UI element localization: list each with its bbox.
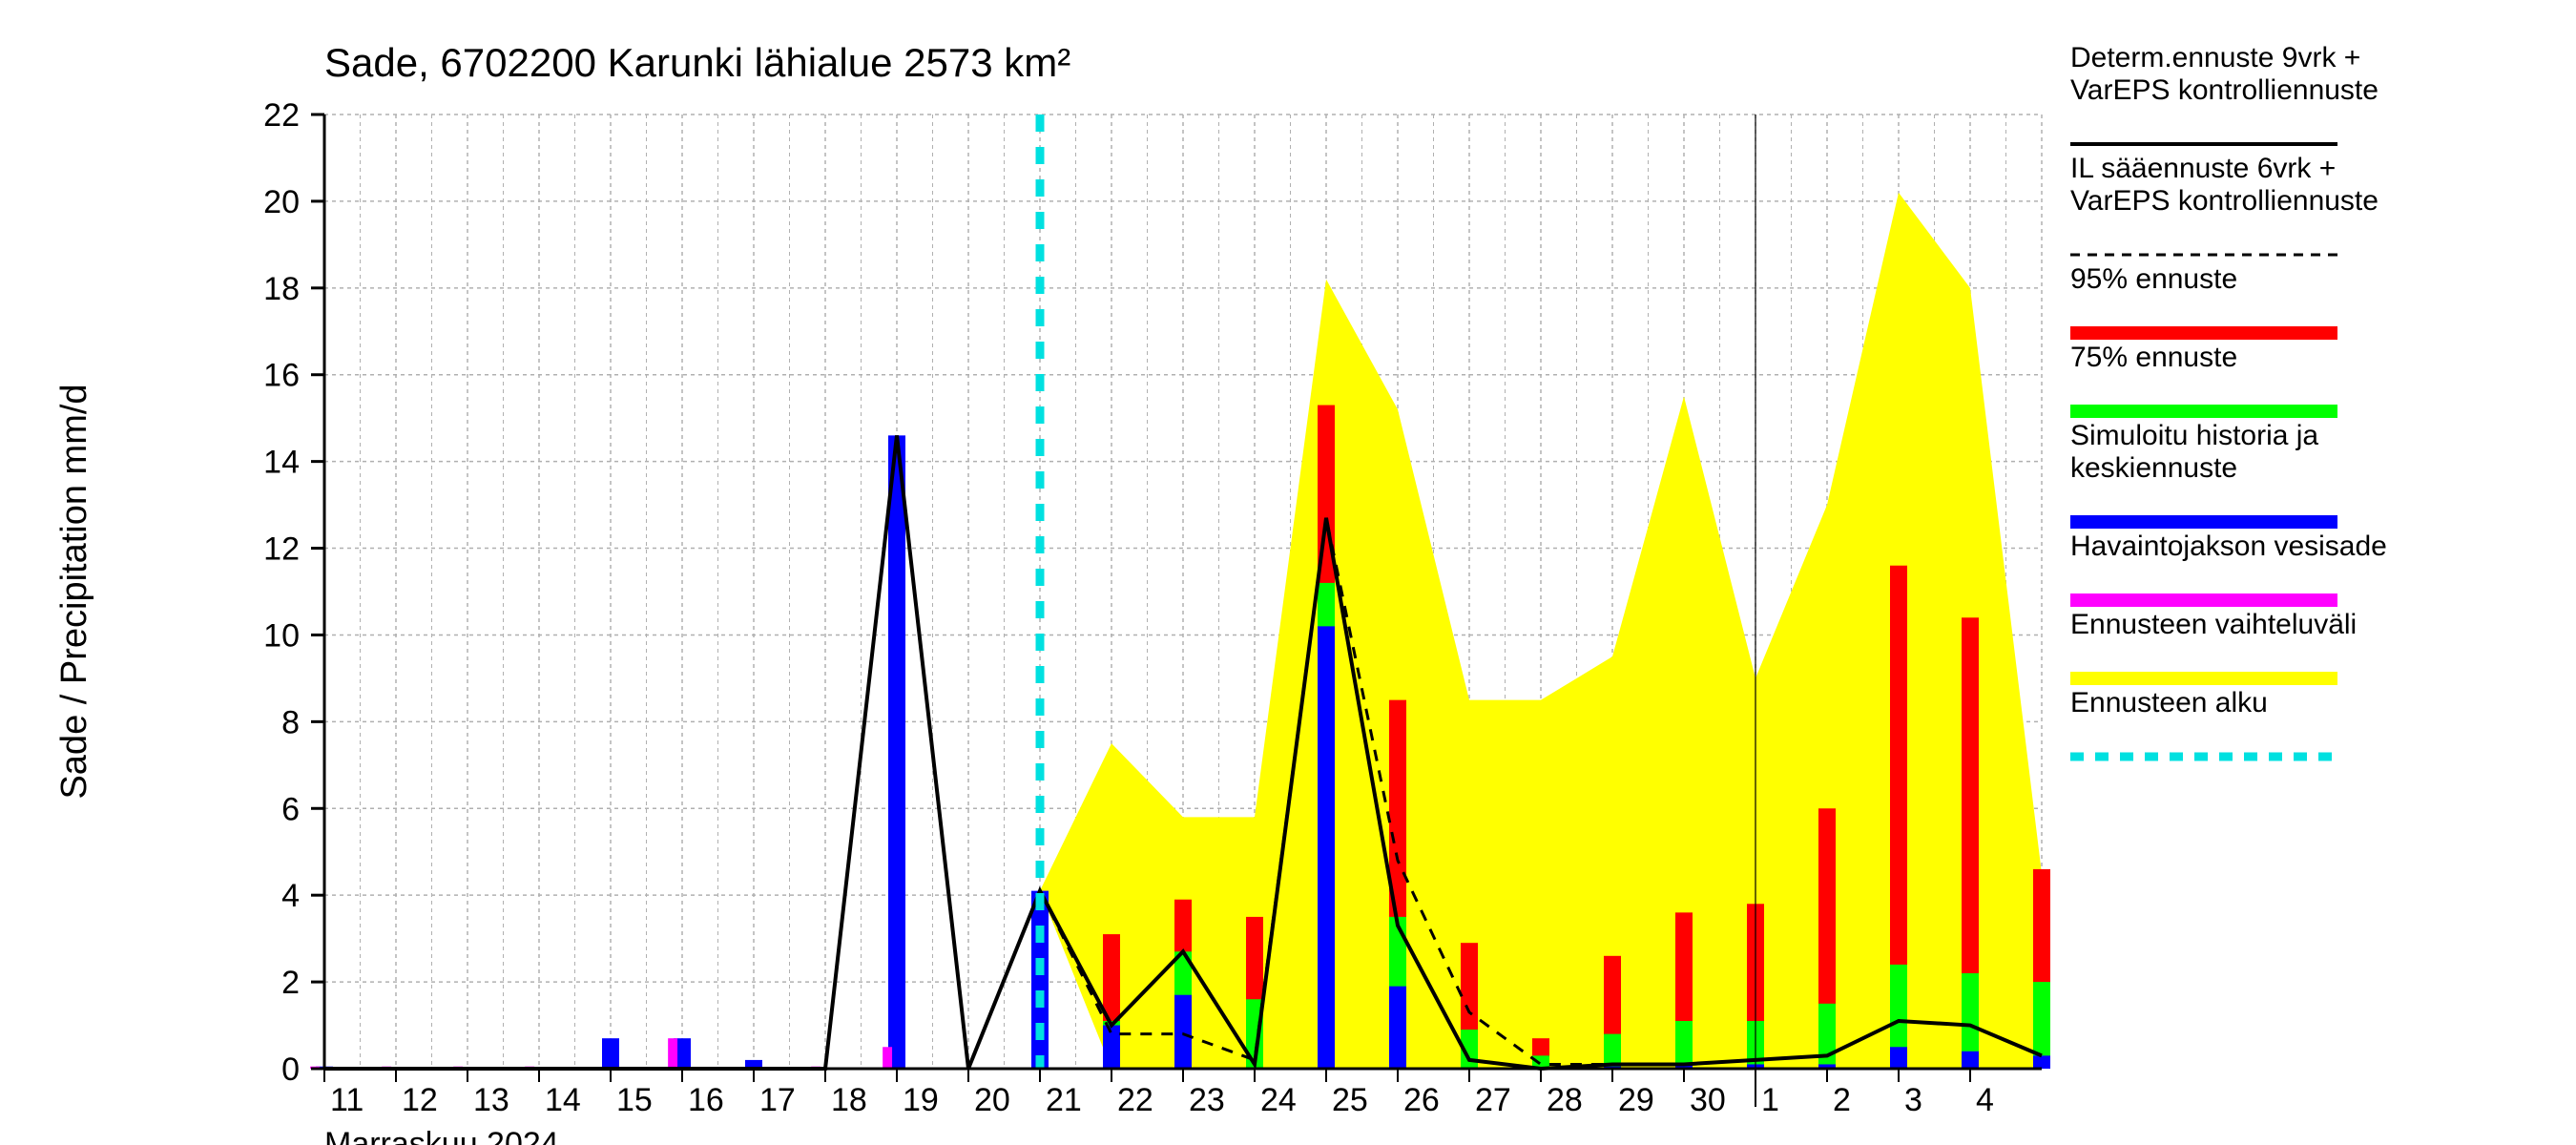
x-tick-label: 16 bbox=[688, 1082, 724, 1118]
y-tick-label: 18 bbox=[263, 271, 300, 307]
legend-label: 75% ennuste bbox=[2070, 342, 2237, 373]
bar bbox=[883, 1047, 892, 1069]
x-tick-label: 22 bbox=[1117, 1082, 1153, 1118]
legend-swatch bbox=[2070, 326, 2337, 340]
legend-swatch bbox=[2070, 405, 2337, 418]
legend-label: Havaintojakson vesisade bbox=[2070, 531, 2387, 562]
y-tick-label: 20 bbox=[263, 184, 300, 220]
y-axis-label: Sade / Precipitation mm/d bbox=[54, 384, 94, 799]
bar bbox=[1675, 1021, 1693, 1069]
legend-label: Simuloitu historia ja bbox=[2070, 420, 2318, 451]
x-tick-label: 17 bbox=[759, 1082, 796, 1118]
bar bbox=[1174, 995, 1192, 1069]
bar bbox=[1890, 1047, 1907, 1069]
y-tick-label: 12 bbox=[263, 531, 300, 568]
bar bbox=[1031, 891, 1049, 1069]
y-tick-label: 0 bbox=[281, 1051, 300, 1088]
x-tick-label: 19 bbox=[903, 1082, 939, 1118]
legend-label: Determ.ennuste 9vrk + bbox=[2070, 42, 2360, 73]
legend-label: Ennusteen alku bbox=[2070, 687, 2268, 718]
bar bbox=[668, 1038, 677, 1069]
legend-label: keskiennuste bbox=[2070, 452, 2237, 484]
y-tick-label: 2 bbox=[281, 965, 300, 1001]
bar bbox=[602, 1038, 619, 1069]
x-tick-label: 18 bbox=[831, 1082, 867, 1118]
y-tick-label: 16 bbox=[263, 358, 300, 394]
x-tick-label: 28 bbox=[1547, 1082, 1583, 1118]
bar bbox=[2033, 1055, 2050, 1069]
x-tick-label: 14 bbox=[545, 1082, 581, 1118]
x-tick-label: 29 bbox=[1618, 1082, 1654, 1118]
legend-label: 95% ennuste bbox=[2070, 263, 2237, 295]
x-tick-label: 20 bbox=[974, 1082, 1010, 1118]
bar bbox=[888, 435, 905, 1069]
legend-label: VarEPS kontrolliennuste bbox=[2070, 185, 2379, 217]
x-tick-label: 12 bbox=[402, 1082, 438, 1118]
month-label-fi: Marraskuu 2024 bbox=[324, 1126, 559, 1145]
precipitation-chart: 0246810121416182022111213141516171819202… bbox=[0, 0, 2576, 1145]
y-tick-label: 6 bbox=[281, 791, 300, 827]
x-tick-label: 15 bbox=[616, 1082, 653, 1118]
y-tick-label: 4 bbox=[281, 878, 300, 914]
x-tick-label: 4 bbox=[1976, 1082, 1994, 1118]
y-tick-label: 10 bbox=[263, 617, 300, 654]
x-tick-label: 13 bbox=[473, 1082, 509, 1118]
x-tick-label: 26 bbox=[1403, 1082, 1440, 1118]
bar bbox=[1318, 626, 1335, 1069]
bar bbox=[1962, 1051, 1979, 1069]
x-tick-label: 3 bbox=[1904, 1082, 1922, 1118]
legend-label: IL sääennuste 6vrk + bbox=[2070, 153, 2336, 184]
y-tick-label: 8 bbox=[281, 704, 300, 740]
legend-swatch bbox=[2070, 672, 2337, 685]
x-tick-label: 1 bbox=[1761, 1082, 1779, 1118]
bar bbox=[1389, 987, 1406, 1069]
y-tick-label: 14 bbox=[263, 445, 300, 481]
x-tick-label: 23 bbox=[1189, 1082, 1225, 1118]
x-tick-label: 24 bbox=[1260, 1082, 1297, 1118]
chart-title: Sade, 6702200 Karunki lähialue 2573 km² bbox=[324, 40, 1070, 85]
x-tick-label: 2 bbox=[1833, 1082, 1851, 1118]
x-tick-label: 25 bbox=[1332, 1082, 1368, 1118]
legend-label: VarEPS kontrolliennuste bbox=[2070, 74, 2379, 106]
x-tick-label: 30 bbox=[1690, 1082, 1726, 1118]
legend-label: Ennusteen vaihteluväli bbox=[2070, 609, 2357, 640]
x-tick-label: 21 bbox=[1046, 1082, 1082, 1118]
bar bbox=[1818, 1004, 1836, 1069]
y-tick-label: 22 bbox=[263, 97, 300, 134]
legend-swatch bbox=[2070, 593, 2337, 607]
x-tick-label: 11 bbox=[330, 1082, 364, 1118]
legend-swatch bbox=[2070, 515, 2337, 529]
x-tick-label: 27 bbox=[1475, 1082, 1511, 1118]
